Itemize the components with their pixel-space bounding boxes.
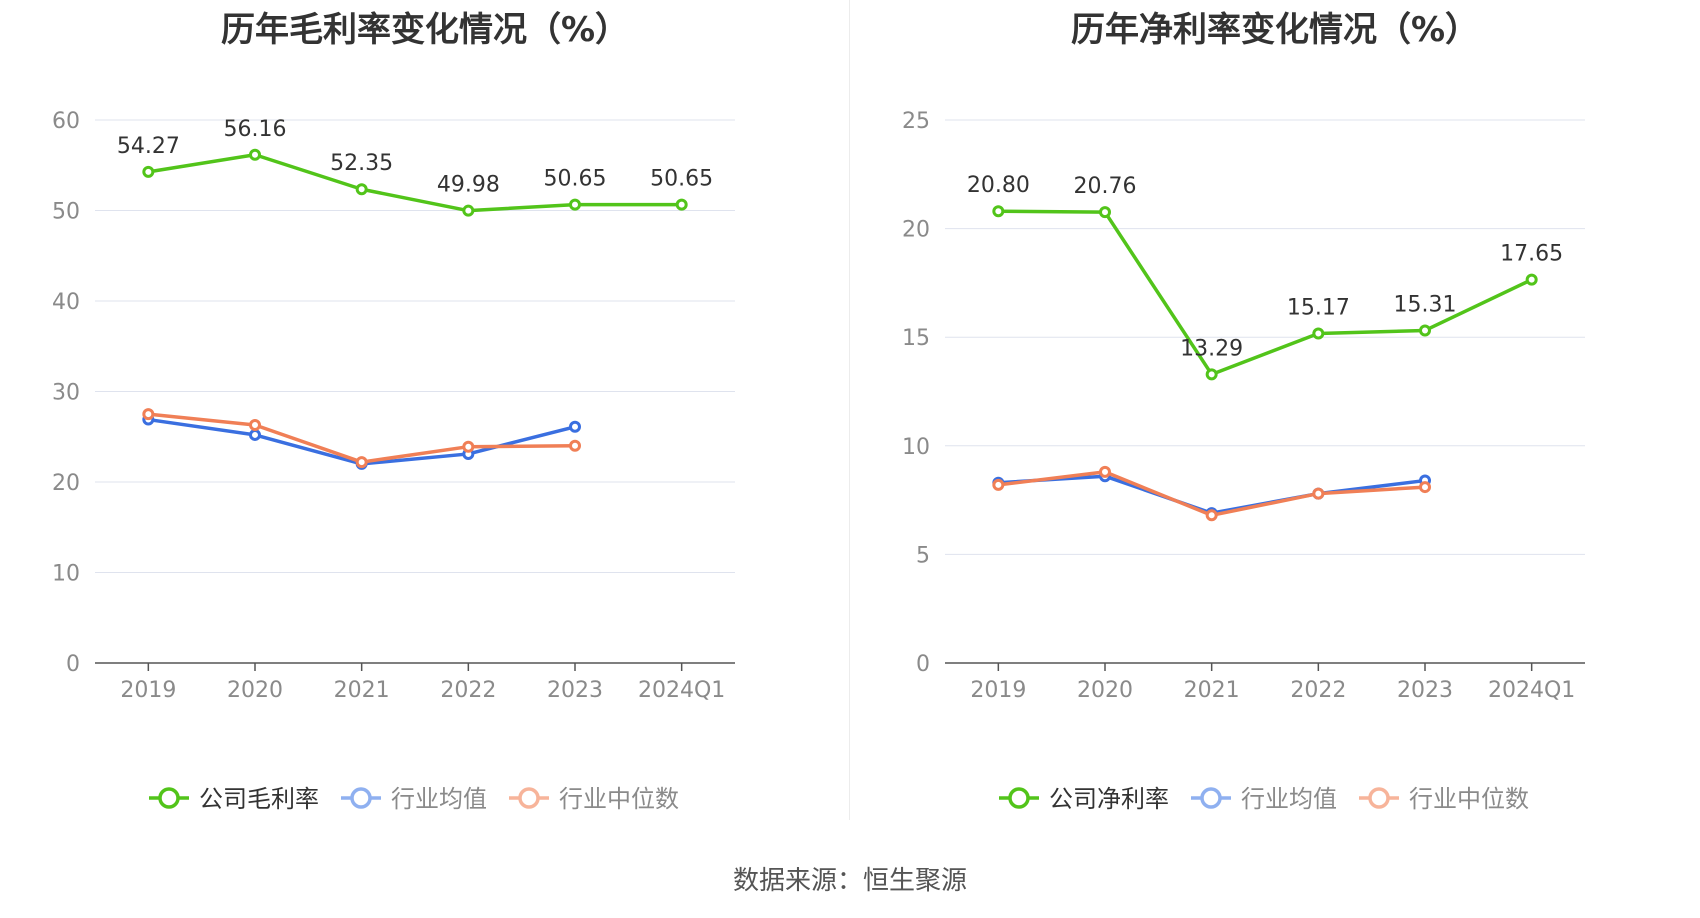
y-tick-label: 15 xyxy=(902,326,930,351)
x-tick-label: 2019 xyxy=(120,678,176,703)
data-point xyxy=(1312,327,1325,340)
y-tick-label: 20 xyxy=(52,471,80,496)
y-tick-label: 40 xyxy=(52,290,80,315)
data-point xyxy=(1205,368,1218,381)
legend-label: 行业中位数 xyxy=(1409,785,1529,813)
data-point xyxy=(1419,324,1431,337)
gross-margin-chart: 0 10 20 30 40 50 60 2019 2020 2021 2022 2023 2024Q1 5… xyxy=(52,109,735,813)
y-tick-label: 30 xyxy=(52,381,80,406)
data-label: 17.65 xyxy=(1500,242,1563,267)
legend-marker-icon xyxy=(158,787,180,809)
net-margin-chart-title: 历年净利率变化情况（%） xyxy=(1070,10,1480,50)
y-tick-label: 0 xyxy=(916,652,930,677)
data-point xyxy=(1205,509,1218,522)
x-tick-label: 2021 xyxy=(334,678,390,703)
series-line xyxy=(148,153,682,213)
data-point xyxy=(355,456,368,469)
legend-label: 行业均值 xyxy=(1241,785,1337,813)
data-point xyxy=(1099,206,1111,219)
legend-marker-icon xyxy=(1008,787,1030,809)
legend-marker-icon xyxy=(350,787,372,809)
legend-item[interactable]: 行业中位数 xyxy=(1359,785,1529,813)
data-label: 56.16 xyxy=(224,117,287,142)
legend-item[interactable]: 公司毛利率 xyxy=(149,785,319,813)
data-point xyxy=(249,428,261,441)
legend-label: 公司净利率 xyxy=(1049,785,1169,813)
gross-margin-panel: 历年毛利率变化情况（%） 0 10 20 30 40 50 60 2019 2020 2021 20… xyxy=(0,0,850,830)
x-tick-label: 2019 xyxy=(970,678,1026,703)
legend-item[interactable]: 行业均值 xyxy=(341,785,487,813)
data-source-note: 数据来源：恒生聚源 xyxy=(732,866,967,896)
data-point xyxy=(1312,487,1325,500)
data-point xyxy=(462,440,475,453)
data-point xyxy=(249,418,261,431)
legend-item[interactable]: 行业中位数 xyxy=(509,785,679,813)
gross-margin-chart-title: 历年毛利率变化情况（%） xyxy=(220,10,630,50)
legend-marker-icon xyxy=(518,787,540,809)
data-label: 15.31 xyxy=(1394,292,1457,317)
y-tick-label: 0 xyxy=(66,652,80,677)
data-point xyxy=(569,420,581,433)
y-tick-label: 5 xyxy=(916,543,930,568)
data-label: 20.76 xyxy=(1074,174,1137,199)
x-tick-label: 2024Q1 xyxy=(1488,678,1575,703)
data-label: 49.98 xyxy=(437,173,500,198)
x-tick-label: 2023 xyxy=(1397,678,1453,703)
legend-marker-icon xyxy=(1200,787,1222,809)
y-tick-label: 25 xyxy=(902,109,930,134)
legend-label: 公司毛利率 xyxy=(199,785,319,813)
data-point xyxy=(142,408,155,421)
x-tick-label: 2020 xyxy=(1077,678,1133,703)
net-margin-panel: 历年净利率变化情况（%） 0 5 10 15 20 25 2019 2020 2021 2022 2… xyxy=(850,0,1700,830)
y-tick-label: 10 xyxy=(902,435,930,460)
data-point xyxy=(569,198,581,211)
x-tick-label: 2022 xyxy=(1290,678,1346,703)
data-label: 54.27 xyxy=(117,134,180,159)
data-point xyxy=(992,205,1005,218)
series-line xyxy=(998,209,1533,377)
x-tick-label: 2022 xyxy=(440,678,496,703)
x-tick-label: 2021 xyxy=(1184,678,1240,703)
y-tick-label: 10 xyxy=(52,562,80,587)
x-tick-label: 2024Q1 xyxy=(638,678,725,703)
data-point xyxy=(142,165,155,178)
legend-item[interactable]: 公司净利率 xyxy=(999,785,1169,813)
data-point xyxy=(1419,481,1431,494)
legend-marker-icon xyxy=(1368,787,1390,809)
legend-label: 行业均值 xyxy=(391,785,487,813)
data-point xyxy=(249,148,261,161)
series-line xyxy=(148,412,576,464)
data-point xyxy=(1525,273,1538,286)
y-tick-label: 50 xyxy=(52,200,80,225)
data-label: 15.17 xyxy=(1287,296,1350,321)
data-point xyxy=(355,183,368,196)
data-point xyxy=(462,204,475,217)
data-point xyxy=(1099,465,1111,478)
x-tick-label: 2020 xyxy=(227,678,283,703)
data-label: 50.65 xyxy=(650,167,713,192)
data-point xyxy=(992,478,1005,491)
x-tick-label: 2023 xyxy=(547,678,603,703)
y-tick-label: 60 xyxy=(52,109,80,134)
data-label: 13.29 xyxy=(1180,336,1243,361)
y-tick-label: 20 xyxy=(902,218,930,243)
legend-label: 行业中位数 xyxy=(559,785,679,813)
data-label: 52.35 xyxy=(330,151,393,176)
panel-divider xyxy=(849,0,850,820)
net-margin-chart: 0 5 10 15 20 25 2019 2020 2021 2022 2023 2024Q1 20.8… xyxy=(902,109,1585,813)
data-label: 20.80 xyxy=(967,173,1030,198)
data-point xyxy=(569,439,581,452)
data-label: 50.65 xyxy=(544,167,607,192)
legend-item[interactable]: 行业均值 xyxy=(1191,785,1337,813)
data-point xyxy=(675,198,688,211)
